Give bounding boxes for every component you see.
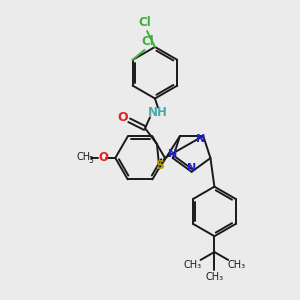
Text: 3: 3	[88, 156, 93, 165]
Text: Cl: Cl	[141, 35, 154, 48]
Text: N: N	[187, 163, 196, 173]
Text: CH₃: CH₃	[227, 260, 245, 270]
Text: O: O	[98, 152, 108, 164]
Text: CH₃: CH₃	[184, 260, 202, 270]
Text: H: H	[157, 106, 167, 119]
Text: O: O	[117, 111, 128, 124]
Text: CH₃: CH₃	[205, 272, 224, 282]
Text: N: N	[148, 106, 158, 119]
Text: S: S	[155, 159, 164, 172]
Text: Cl: Cl	[139, 16, 152, 29]
Text: CH: CH	[76, 152, 91, 162]
Text: N: N	[196, 134, 205, 144]
Text: N: N	[168, 149, 177, 159]
